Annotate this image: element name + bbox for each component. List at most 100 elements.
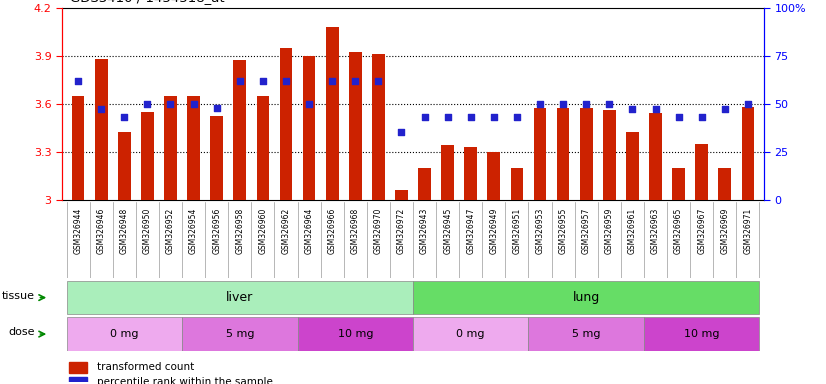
Point [302,101,316,107]
Text: lung: lung [572,291,600,304]
Text: GSM326965: GSM326965 [674,208,683,254]
Text: 10 mg: 10 mg [684,329,719,339]
Text: GSM326958: GSM326958 [235,208,244,254]
Bar [372,54,385,200]
Bar [413,281,759,314]
Text: 0 mg: 0 mg [110,329,139,339]
Text: GSM326946: GSM326946 [97,208,106,254]
Text: GSM326970: GSM326970 [374,208,383,254]
Bar [464,147,477,200]
Bar [529,318,644,351]
Text: GSM326962: GSM326962 [282,208,291,254]
Bar [395,190,408,200]
Bar [580,109,592,200]
Text: transformed count: transformed count [97,362,194,372]
Point [187,101,200,107]
Point [672,114,686,120]
Bar [118,132,131,200]
Point [372,78,385,84]
Text: GSM326951: GSM326951 [512,208,521,254]
Point [603,101,616,107]
Point [349,78,362,84]
Bar [188,96,200,200]
Point [741,101,754,107]
Text: GSM326947: GSM326947 [466,208,475,254]
Text: liver: liver [226,291,254,304]
Point [649,106,662,113]
Text: GSM326953: GSM326953 [535,208,544,254]
Bar [211,116,223,200]
Text: GSM326959: GSM326959 [605,208,614,254]
Bar [441,145,454,200]
Bar [649,113,662,200]
Bar [349,53,362,200]
Point [580,101,593,107]
Bar [695,144,708,200]
Text: GSM326948: GSM326948 [120,208,129,254]
Bar [325,27,339,200]
Bar [672,168,685,200]
Text: GSM326950: GSM326950 [143,208,152,254]
Text: tissue: tissue [2,291,35,301]
Bar [644,318,759,351]
Bar [182,318,297,351]
Bar [510,168,524,200]
Point [325,78,339,84]
Point [72,78,85,84]
Bar [719,168,731,200]
Text: GSM326971: GSM326971 [743,208,752,254]
Text: GSM326960: GSM326960 [259,208,268,254]
Text: GSM326957: GSM326957 [582,208,591,254]
Point [279,78,292,84]
Text: GSM326969: GSM326969 [720,208,729,254]
Bar [557,109,569,200]
Text: GSM326966: GSM326966 [328,208,337,254]
Point [256,78,269,84]
Text: percentile rank within the sample: percentile rank within the sample [97,377,273,384]
Point [140,101,154,107]
Text: GSM326955: GSM326955 [558,208,567,254]
Text: GSM326964: GSM326964 [305,208,314,254]
Bar [164,96,177,200]
Bar [534,109,546,200]
Text: GSM326972: GSM326972 [397,208,406,254]
Text: GSM326968: GSM326968 [351,208,360,254]
Text: 5 mg: 5 mg [225,329,254,339]
Point [695,114,709,120]
Text: GDS3410 / 1454518_at: GDS3410 / 1454518_at [70,0,225,4]
Bar [302,56,316,200]
Bar [67,318,182,351]
Bar [603,110,615,200]
Text: 0 mg: 0 mg [457,329,485,339]
Point [117,114,131,120]
Bar [257,96,269,200]
Bar [487,152,501,200]
Point [418,114,431,120]
Point [210,104,223,111]
Bar [69,362,87,373]
Text: GSM326963: GSM326963 [651,208,660,254]
Point [718,106,731,113]
Point [441,114,454,120]
Bar [234,61,246,200]
Text: GSM326967: GSM326967 [697,208,706,254]
Text: GSM326952: GSM326952 [166,208,175,254]
Text: 10 mg: 10 mg [338,329,373,339]
Bar [413,318,529,351]
Bar [626,132,638,200]
Bar [67,281,413,314]
Point [557,101,570,107]
Text: GSM326954: GSM326954 [189,208,198,254]
Bar [280,48,292,200]
Point [534,101,547,107]
Point [95,106,108,113]
Text: dose: dose [8,327,35,338]
Point [510,114,524,120]
Bar [69,377,87,384]
Text: 5 mg: 5 mg [572,329,601,339]
Bar [141,112,154,200]
Text: GSM326956: GSM326956 [212,208,221,254]
Text: GSM326944: GSM326944 [74,208,83,254]
Bar [95,59,107,200]
Point [487,114,501,120]
